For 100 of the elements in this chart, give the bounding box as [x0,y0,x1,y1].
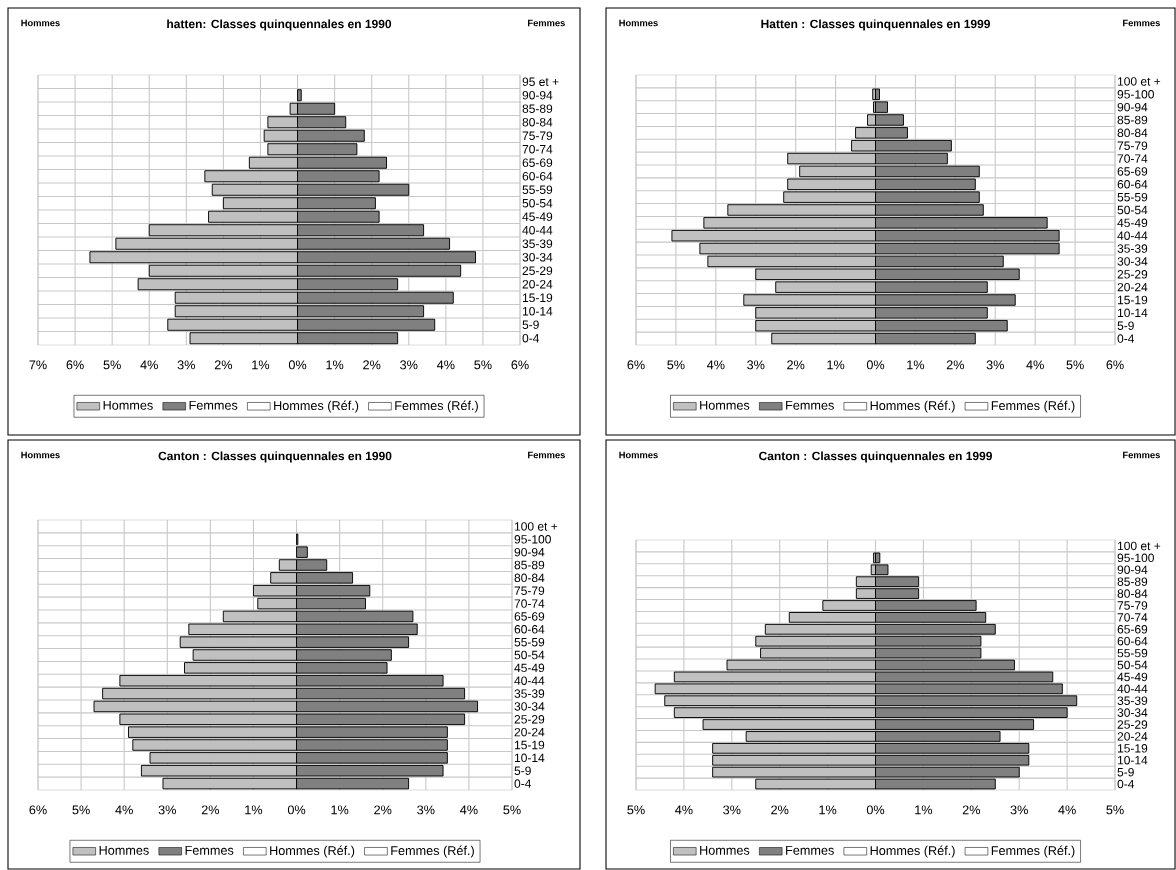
y-tick-label: 75-79 [1117,141,1148,150]
legend-label: Femmes (Réf.) [395,400,478,413]
y-tick-label: 55-59 [514,637,545,647]
y-tick-label: 20-24 [1117,732,1148,741]
x-tick-label: 3% [986,360,1004,370]
y-tick-label: 55-59 [1117,192,1148,202]
legend-label: Hommes [700,845,750,855]
y-tick-label: 30-34 [522,252,553,262]
y-tick-label: 70-74 [1117,154,1148,163]
x-tick-label: 5% [667,360,685,370]
x-tick-label: 4% [675,805,693,815]
x-tick-label: 2% [962,805,981,815]
y-tick-label: 5-9 [514,766,531,775]
y-tick-label: 40-44 [514,676,545,685]
y-tick-label: 60-64 [1117,180,1148,189]
y-tick-label: 35-39 [514,689,545,698]
x-tick-label: 5% [474,360,492,370]
legend-label: Femmes [786,845,834,855]
x-tick-label: 5% [627,805,645,815]
x-tick-label: 1% [252,360,270,370]
chart-title: hatten: Classes quinquennales en 1990 [167,19,392,31]
legend-label: Femmes (Réf.) [391,845,474,858]
x-tick-label: 0% [866,360,885,370]
legend-label: Hommes [99,845,149,855]
y-tick-label: 50-54 [1117,205,1148,215]
x-tick-label: 5% [72,805,90,815]
x-tick-label: 3% [177,360,196,370]
legend-label: Hommes (Réf.) [870,845,955,858]
x-tick-label: 2% [771,805,789,815]
y-tick-label: 45-49 [522,212,553,221]
y-tick-label: 30-34 [514,702,545,711]
y-tick-label: 55-59 [522,185,553,194]
y-tick-label: 15-19 [1117,744,1148,753]
x-tick-label: 6% [511,360,529,370]
y-tick-label: 85-89 [522,104,553,113]
y-tick-label: 70-74 [514,599,545,608]
y-tick-label: 85-89 [1117,577,1148,586]
y-tick-label: 65-69 [1117,167,1148,176]
y-tick-label: 95 et + [522,77,559,86]
text: Hommes [619,19,658,27]
x-tick-label: 4% [706,360,725,370]
y-tick-label: 90-94 [1117,102,1148,112]
text: Femmes [1123,19,1160,27]
y-tick-label: 80-84 [1117,128,1148,138]
y-tick-label: 20-24 [514,727,545,737]
y-tick-label: 0-4 [1117,334,1135,343]
y-tick-label: 70-74 [522,144,553,154]
y-tick-label: 25-29 [514,715,545,724]
y-tick-label: 25-29 [522,266,553,275]
y-tick-label: 0-4 [1117,779,1135,789]
y-tick-label: 25-29 [1117,720,1148,729]
text: Femmes [1123,451,1160,459]
legend-label: Femmes [786,400,834,410]
x-tick-label: 5% [503,805,521,815]
y-tick-label: 65-69 [514,612,545,621]
x-tick-label: 2% [214,360,233,370]
y-tick-label: 60-64 [514,625,545,634]
y-tick-label: 85-89 [514,560,545,570]
y-tick-label: 75-79 [1117,601,1148,610]
y-tick-label: 15-19 [522,293,553,302]
x-tick-label: 3% [1010,805,1028,815]
x-tick-label: 5% [103,360,121,370]
y-tick-label: 5-9 [1117,321,1134,330]
x-tick-label: 7% [29,360,47,370]
x-tick-label: 1% [326,360,344,370]
y-tick-label: 0-4 [514,779,532,788]
x-tick-label: 4% [140,360,158,370]
chart-title: Hatten : Classes quinquennales en 1999 [761,19,990,31]
y-tick-label: 10-14 [1117,308,1148,318]
y-tick-label: 30-34 [1117,708,1148,717]
x-tick-label: 4% [436,360,455,370]
y-tick-label: 100 et + [1117,77,1161,86]
y-tick-label: 100 et + [514,522,558,531]
text: Hommes [619,451,658,459]
y-tick-label: 95-100 [1117,90,1154,99]
y-tick-label: 100 et + [1117,541,1161,551]
legend-label: Femmes (Réf.) [991,845,1075,858]
y-tick-label: 50-54 [1117,660,1148,670]
y-tick-label: 50-54 [522,198,553,208]
y-tick-label: 10-14 [522,306,553,316]
y-tick-label: 35-39 [1117,244,1148,253]
legend-label: Hommes (Réf.) [274,400,359,413]
x-tick-label: 4% [460,805,478,815]
y-tick-label: 35-39 [522,239,553,248]
y-tick-label: 90-94 [1117,565,1148,575]
y-tick-label: 80-84 [514,573,545,583]
y-tick-label: 60-64 [522,171,553,181]
x-tick-label: 2% [201,805,220,815]
legend-label: Femmes [189,400,238,410]
y-tick-label: 40-44 [522,225,553,235]
y-tick-label: 75-79 [522,131,553,140]
y-tick-label: 0-4 [522,333,540,343]
x-tick-label: 1% [907,360,925,370]
text: Femmes [528,19,565,27]
legend-label: Hommes [103,400,153,410]
x-tick-label: 4% [115,805,133,815]
y-tick-label: 55-59 [1117,648,1148,658]
text: Hommes [21,19,60,27]
x-tick-label: 1% [819,805,837,815]
y-tick-label: 80-84 [1117,589,1148,598]
